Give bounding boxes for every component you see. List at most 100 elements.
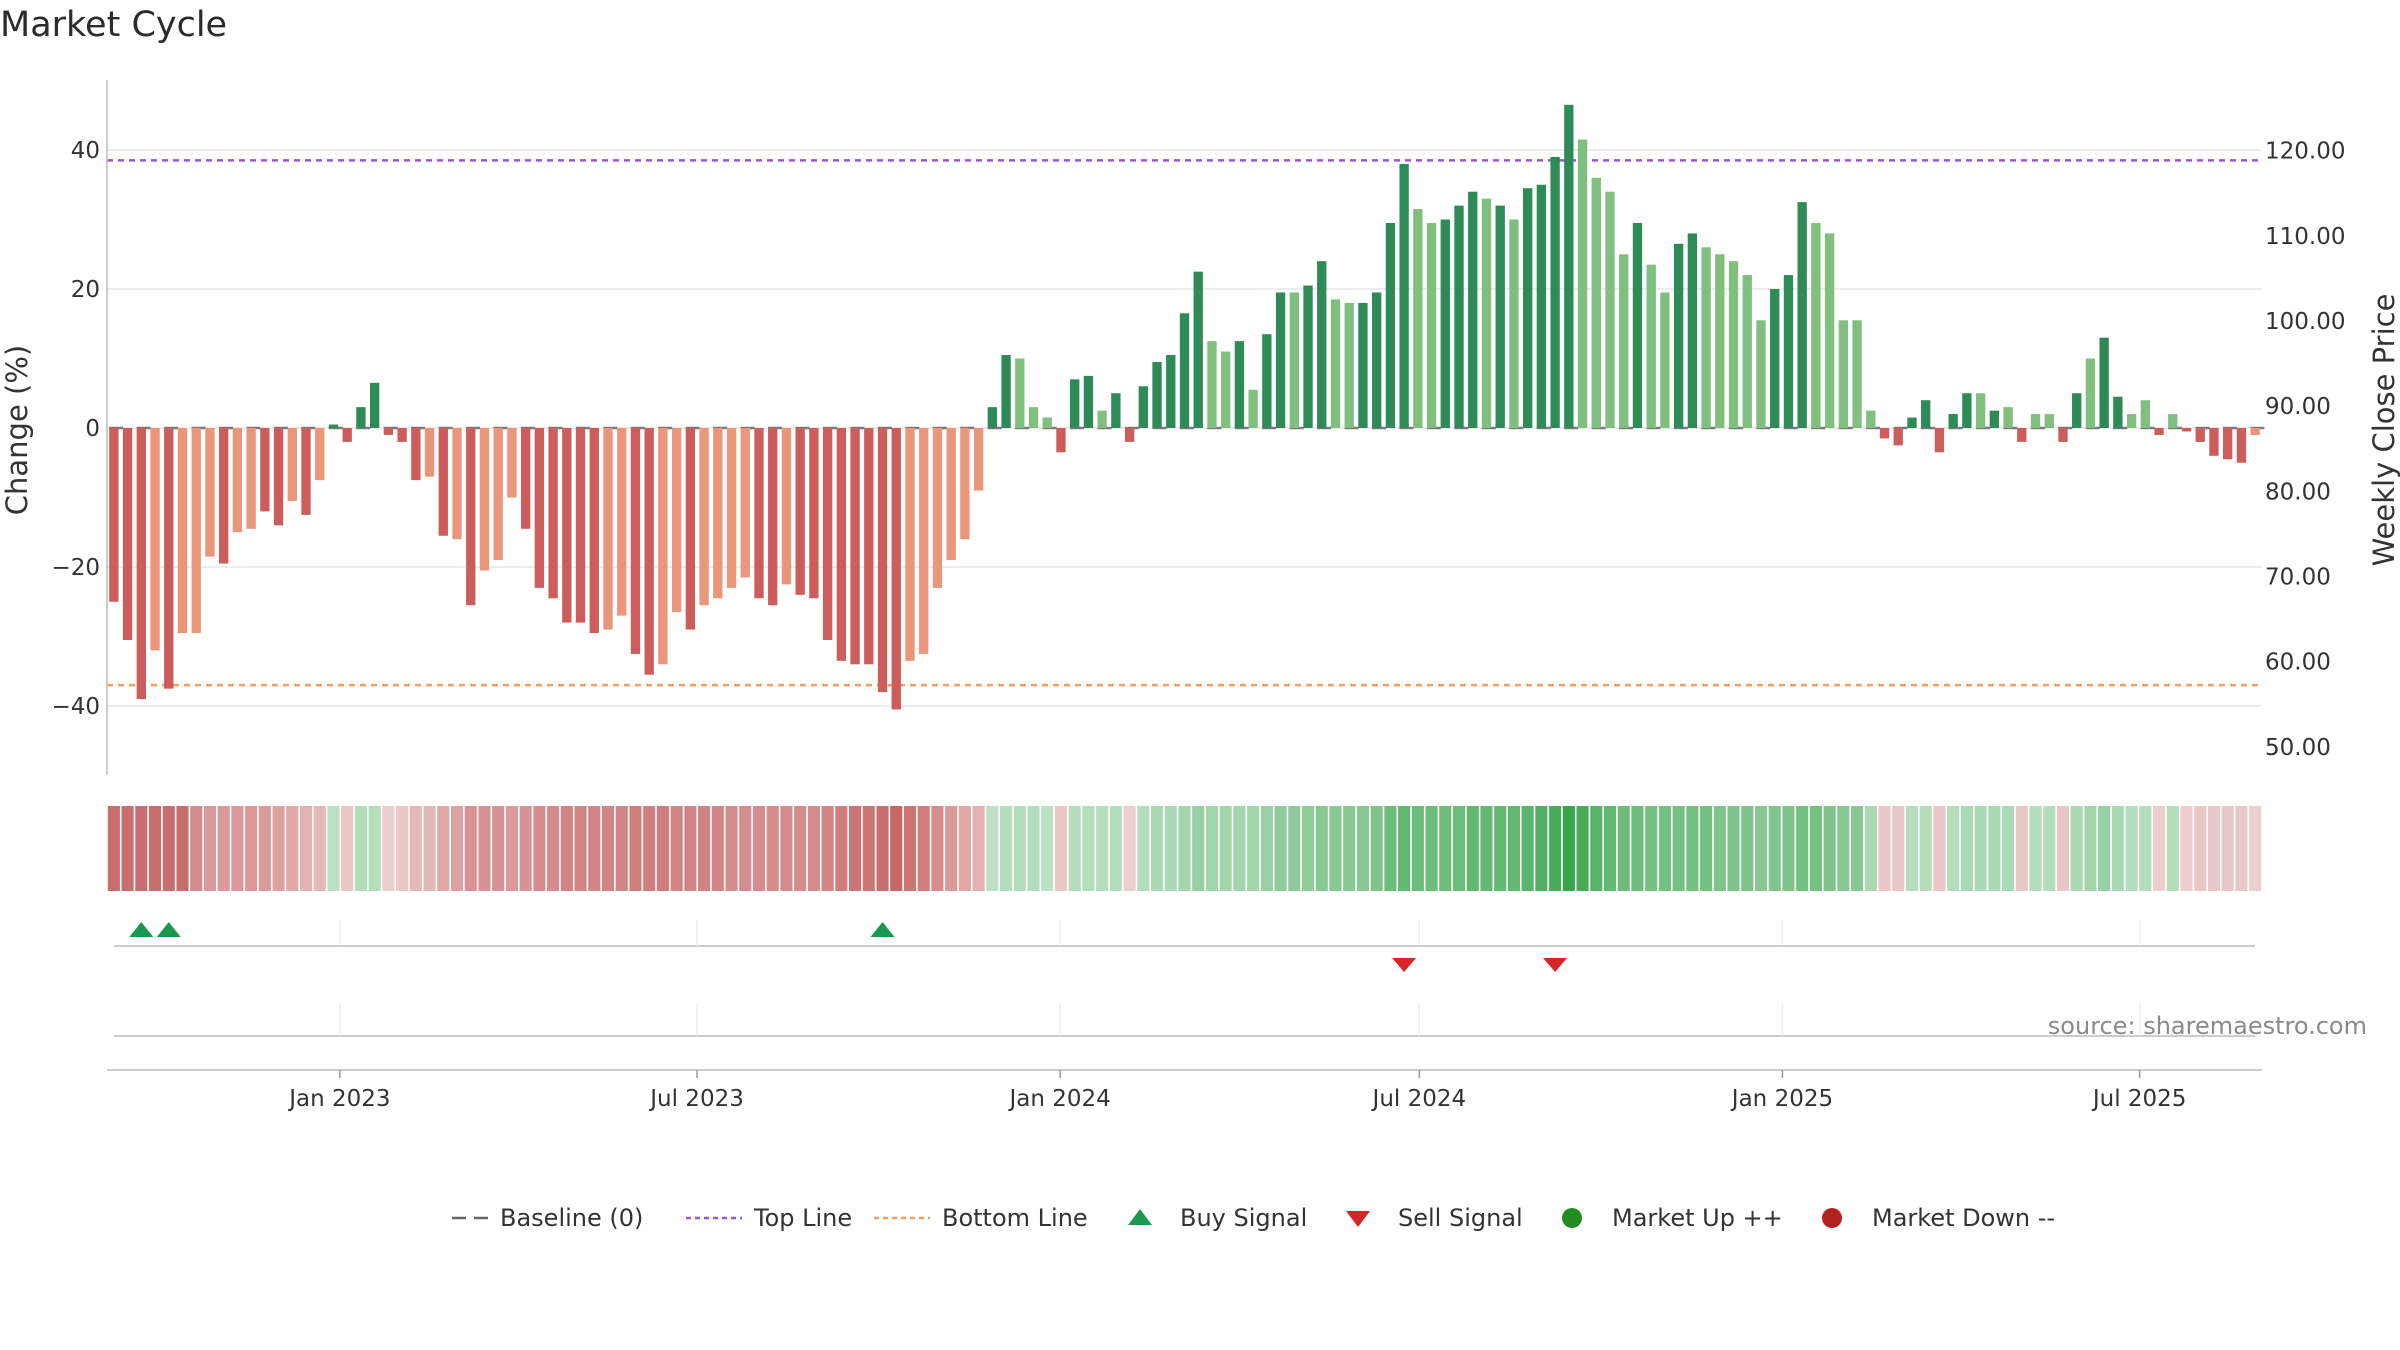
bar <box>589 428 599 634</box>
y-right-tick-label: 70.00 <box>2265 565 2331 591</box>
bar <box>1289 292 1299 428</box>
bar <box>1509 219 1519 428</box>
legend-label: Market Up ++ <box>1612 1204 1783 1232</box>
bar <box>2072 393 2082 428</box>
bar <box>836 428 847 661</box>
heat-cell <box>615 806 628 891</box>
bar <box>1207 341 1217 428</box>
heat-cell <box>725 806 738 891</box>
bar <box>2099 337 2109 428</box>
heat-cell <box>2015 806 2028 891</box>
date-axis: Jan 2023 Jul 2023 Jan 2024 Jul 2024 Jan 2025… <box>107 1069 2262 1112</box>
heat-cell <box>231 806 244 891</box>
heat-cell <box>519 806 532 891</box>
bar <box>2250 428 2260 435</box>
bar <box>2223 428 2233 460</box>
heat-cell <box>450 806 464 891</box>
bar <box>369 382 380 428</box>
heat-cell <box>1700 806 1713 891</box>
bar <box>2195 428 2205 442</box>
heat-cell <box>1288 806 1301 891</box>
heat-cell <box>1549 806 1562 891</box>
bar <box>973 428 984 491</box>
bar <box>548 428 558 599</box>
heat-cell <box>931 806 944 891</box>
heat-cell <box>835 806 848 891</box>
heat-cell <box>190 806 203 891</box>
heat-cell <box>382 806 395 891</box>
bar <box>1070 379 1080 428</box>
heat-cell <box>464 806 477 891</box>
heat-cell <box>368 806 381 891</box>
bar <box>603 428 613 630</box>
heat-cell <box>313 806 326 891</box>
heat-cell <box>176 806 189 891</box>
heat-cell <box>2084 806 2097 891</box>
legend: Baseline (0) Top Line Bottom Line Buy Signa… <box>452 1204 2055 1232</box>
bar <box>287 428 297 501</box>
heat-cell <box>1219 806 1232 891</box>
bar <box>809 428 819 599</box>
bar <box>1989 410 2000 428</box>
bar <box>2154 428 2164 435</box>
bar <box>1783 275 1794 428</box>
legend-label: Baseline (0) <box>500 1204 643 1232</box>
bar <box>520 428 531 529</box>
bar <box>1591 177 1601 428</box>
legend-item: Buy Signal <box>1128 1204 1307 1232</box>
y-right-tick-label: 90.00 <box>2265 394 2331 420</box>
legend-item: Bottom Line <box>874 1204 1088 1232</box>
bar <box>1056 428 1066 453</box>
bar <box>1934 428 1945 453</box>
heat-cell <box>1988 806 2001 891</box>
heat-cell <box>409 806 422 891</box>
bar <box>877 428 888 693</box>
bar <box>754 428 764 599</box>
heat-cell <box>1905 806 1919 891</box>
y-right-tick-label: 110.00 <box>2265 224 2345 250</box>
heat-cell <box>327 806 340 891</box>
heat-cell <box>1562 806 1575 891</box>
heat-cell <box>1027 806 1040 891</box>
bar <box>493 428 503 561</box>
bar <box>424 428 435 477</box>
heat-cell <box>643 806 656 891</box>
bar <box>205 428 215 557</box>
bar <box>1399 163 1409 428</box>
heat-cell <box>574 806 587 891</box>
bar <box>630 428 641 654</box>
legend-label: Sell Signal <box>1398 1204 1523 1232</box>
bar-series <box>109 104 2260 710</box>
heat-cell <box>1837 806 1850 891</box>
bar <box>1577 139 1588 428</box>
heat-cell <box>698 806 711 891</box>
heat-cell <box>2221 806 2234 891</box>
bar <box>1619 254 1629 428</box>
heat-cell <box>684 806 697 891</box>
bar <box>1426 222 1437 428</box>
buy-signal-marker <box>156 922 181 937</box>
heat-cell <box>807 806 820 891</box>
heat-cell <box>354 806 367 891</box>
bar <box>1522 188 1533 428</box>
heat-cell <box>1796 806 1809 891</box>
page-title: Market Cycle <box>0 5 228 45</box>
y-left-tick-label: 20 <box>71 277 100 303</box>
heat-cell <box>2070 806 2083 891</box>
heat-cell <box>1974 806 1987 891</box>
y-right-tick-label: 100.00 <box>2265 309 2345 335</box>
heat-cell <box>245 806 258 891</box>
x-tick-label: Jan 2023 <box>287 1086 390 1112</box>
bar <box>177 428 188 634</box>
heat-cell <box>588 806 601 891</box>
bar <box>905 428 915 661</box>
heat-cell <box>999 806 1013 891</box>
bar <box>768 428 778 606</box>
y-right-tick-label: 120.00 <box>2265 139 2345 165</box>
heat-cell <box>505 806 518 891</box>
heat-cell <box>286 806 299 891</box>
heat-cell <box>752 806 766 891</box>
heat-cell <box>1041 806 1054 891</box>
bar <box>356 407 366 428</box>
heat-cell <box>203 806 217 891</box>
